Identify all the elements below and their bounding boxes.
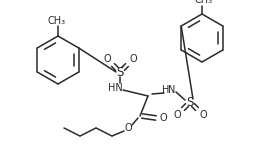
Text: CH₃: CH₃ [195, 0, 213, 5]
Text: H: H [162, 85, 170, 95]
Text: S: S [116, 66, 124, 78]
Text: S: S [186, 95, 194, 109]
Text: O: O [129, 54, 137, 64]
Text: O: O [159, 113, 167, 123]
Text: O: O [199, 110, 207, 120]
Text: O: O [173, 110, 181, 120]
Text: HN: HN [108, 83, 122, 93]
Text: O: O [124, 123, 132, 133]
Text: CH₃: CH₃ [48, 16, 66, 26]
Text: O: O [103, 54, 111, 64]
Text: N: N [168, 85, 176, 95]
